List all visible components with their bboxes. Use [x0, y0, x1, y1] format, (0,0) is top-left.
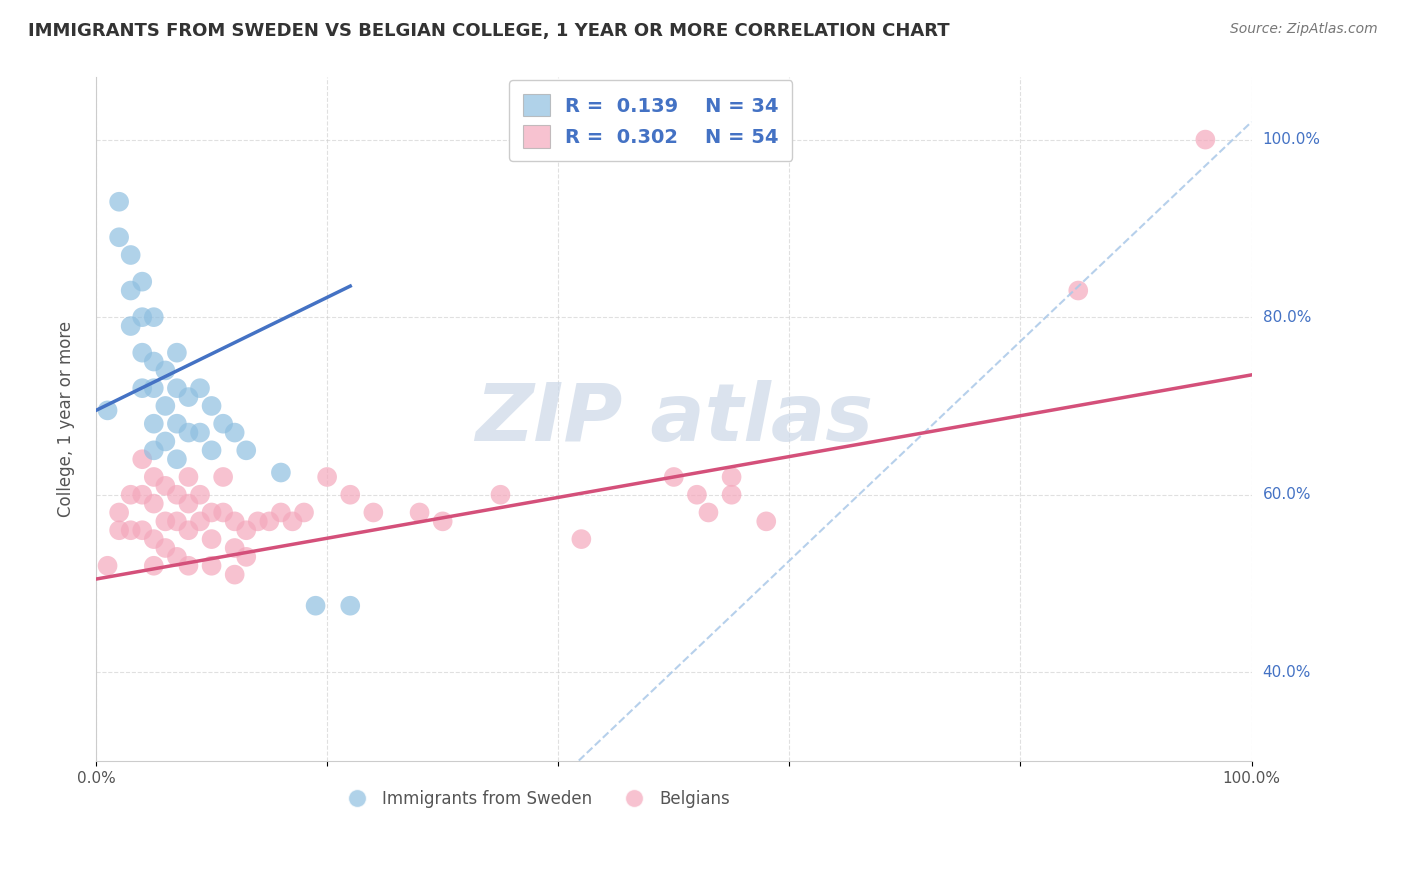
Point: [177, 558, 200, 573]
Text: 40.0%: 40.0%: [1263, 665, 1310, 680]
Point: [489, 488, 512, 502]
Point: [142, 532, 165, 546]
Point: [270, 466, 292, 480]
Point: [166, 417, 188, 431]
Point: [131, 452, 153, 467]
Point: [270, 506, 292, 520]
Point: [200, 558, 222, 573]
Point: [281, 514, 304, 528]
Point: [177, 425, 200, 440]
Point: [108, 230, 131, 244]
Point: [131, 488, 153, 502]
Point: [97, 558, 120, 573]
Text: ZIP atlas: ZIP atlas: [475, 380, 873, 458]
Point: [177, 470, 200, 484]
Point: [108, 523, 131, 537]
Point: [662, 470, 685, 484]
Point: [339, 599, 361, 613]
Point: [155, 514, 177, 528]
Point: [212, 470, 235, 484]
Point: [131, 381, 153, 395]
Point: [142, 470, 165, 484]
Point: [131, 345, 153, 359]
Point: [177, 390, 200, 404]
Point: [166, 452, 188, 467]
Point: [177, 523, 200, 537]
Point: [188, 381, 211, 395]
Point: [142, 417, 165, 431]
Point: [316, 470, 339, 484]
Point: [686, 488, 709, 502]
Point: [188, 514, 211, 528]
Point: [224, 541, 246, 555]
Point: [142, 310, 165, 325]
Point: [408, 506, 430, 520]
Point: [131, 310, 153, 325]
Point: [363, 506, 385, 520]
Point: [1067, 284, 1090, 298]
Point: [212, 506, 235, 520]
Point: [188, 488, 211, 502]
Point: [200, 399, 222, 413]
Point: [166, 345, 188, 359]
Point: [339, 488, 361, 502]
Point: [120, 523, 142, 537]
Point: [177, 497, 200, 511]
Point: [697, 506, 720, 520]
Text: Source: ZipAtlas.com: Source: ZipAtlas.com: [1230, 22, 1378, 37]
Point: [120, 248, 142, 262]
Point: [166, 514, 188, 528]
Point: [755, 514, 778, 528]
Point: [155, 399, 177, 413]
Point: [97, 403, 120, 417]
Point: [155, 363, 177, 377]
Point: [155, 479, 177, 493]
Point: [108, 194, 131, 209]
Point: [235, 549, 257, 564]
Point: [166, 549, 188, 564]
Point: [235, 443, 257, 458]
Point: [720, 488, 742, 502]
Point: [142, 558, 165, 573]
Point: [259, 514, 281, 528]
Point: [120, 488, 142, 502]
Point: [246, 514, 269, 528]
Point: [200, 443, 222, 458]
Y-axis label: College, 1 year or more: College, 1 year or more: [58, 321, 75, 517]
Point: [142, 497, 165, 511]
Point: [304, 599, 326, 613]
Point: [131, 523, 153, 537]
Point: [188, 425, 211, 440]
Point: [166, 488, 188, 502]
Point: [155, 434, 177, 449]
Point: [200, 506, 222, 520]
Point: [142, 354, 165, 368]
Point: [166, 381, 188, 395]
Point: [120, 319, 142, 334]
Point: [235, 523, 257, 537]
Point: [120, 284, 142, 298]
Point: [224, 514, 246, 528]
Point: [292, 506, 315, 520]
Point: [142, 443, 165, 458]
Text: 80.0%: 80.0%: [1263, 310, 1310, 325]
Point: [212, 417, 235, 431]
Point: [720, 470, 742, 484]
Point: [108, 506, 131, 520]
Point: [142, 381, 165, 395]
Point: [224, 425, 246, 440]
Point: [131, 275, 153, 289]
Point: [432, 514, 454, 528]
Point: [224, 567, 246, 582]
Point: [155, 541, 177, 555]
Point: [569, 532, 592, 546]
Text: IMMIGRANTS FROM SWEDEN VS BELGIAN COLLEGE, 1 YEAR OR MORE CORRELATION CHART: IMMIGRANTS FROM SWEDEN VS BELGIAN COLLEG…: [28, 22, 949, 40]
Text: 60.0%: 60.0%: [1263, 487, 1312, 502]
Text: 100.0%: 100.0%: [1263, 132, 1320, 147]
Legend: Immigrants from Sweden, Belgians: Immigrants from Sweden, Belgians: [333, 783, 737, 814]
Point: [1194, 132, 1216, 146]
Point: [200, 532, 222, 546]
